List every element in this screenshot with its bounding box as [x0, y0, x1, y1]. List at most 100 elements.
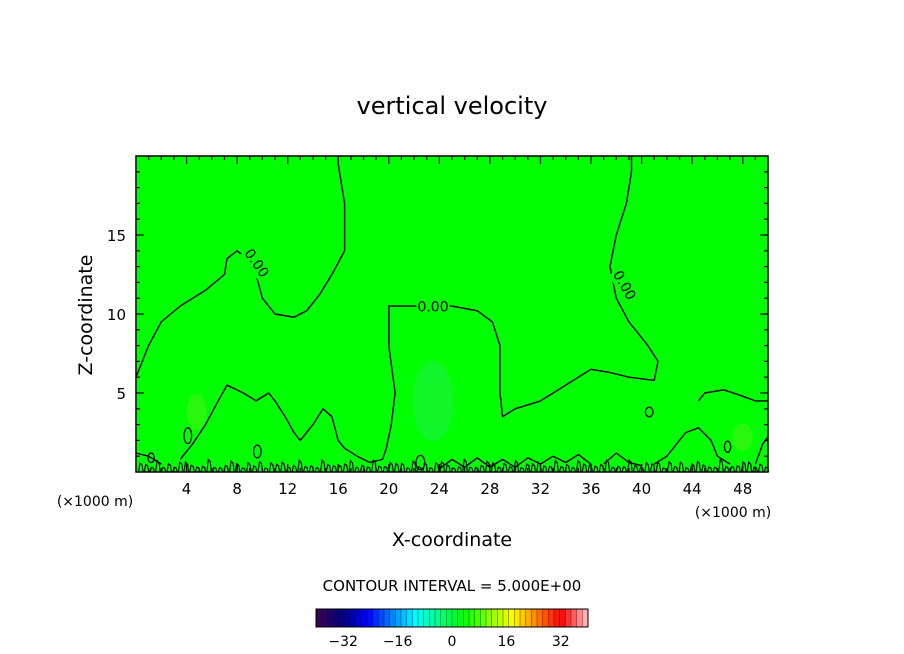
colorbar-cell: [531, 609, 538, 627]
colorbar-cell: [423, 609, 430, 627]
x-tick-label: 28: [480, 480, 499, 498]
x-axis-label: X-coordinate: [392, 529, 512, 551]
contour-line: [603, 452, 642, 467]
colorbar-cell: [429, 609, 436, 627]
colorbar-cell: [418, 609, 424, 627]
colorbar-cell: [559, 609, 566, 627]
colorbar-cell: [440, 609, 447, 627]
contour-label-bg: [240, 245, 273, 282]
colorbar-tick-label: −16: [383, 634, 413, 650]
colorbar-cell: [395, 609, 402, 627]
y-tick-label: 5: [116, 385, 126, 403]
contour-label-bg: [416, 299, 450, 316]
colorbar-cell: [520, 609, 526, 627]
colorbar-cell: [372, 609, 379, 627]
x-tick-label: 12: [278, 480, 297, 498]
colorbar-cell: [537, 609, 543, 627]
contour-line: [179, 384, 383, 464]
x-tick-label: 20: [379, 480, 398, 498]
x-tick-label: 40: [632, 480, 651, 498]
colorbar-cell: [463, 609, 470, 627]
x-unit-left: (×1000 m): [57, 494, 133, 510]
chart-title: vertical velocity: [357, 92, 548, 120]
colorbar-cell: [565, 609, 572, 627]
x-tick-label: 16: [329, 480, 348, 498]
surface-contours: [137, 458, 770, 473]
colorbar-cell: [582, 609, 589, 627]
contour-label-bg: [608, 267, 640, 304]
contour-line: [754, 436, 769, 465]
field-fill: [136, 156, 768, 472]
x-tick-label: 32: [531, 480, 550, 498]
y-axis-label: Z-coordinate: [75, 255, 97, 376]
colorbar-cell: [384, 609, 390, 627]
colorbar-cell: [446, 609, 453, 627]
colorbar-cell: [333, 609, 339, 627]
x-tick-label: 4: [182, 480, 192, 498]
colorbar-cell: [486, 609, 492, 627]
contour-closed: [723, 440, 732, 453]
field-shade: [186, 393, 207, 430]
colorbar-cell: [469, 609, 475, 627]
contour-line: [653, 427, 731, 465]
contour-line: [697, 389, 768, 402]
contour-interval-text: CONTOUR INTERVAL = 5.000E+00: [323, 577, 582, 595]
x-tick-label: 44: [683, 480, 702, 498]
colorbar-cell: [508, 609, 515, 627]
colorbar-cell: [542, 609, 549, 627]
x-unit-right: (×1000 m): [695, 505, 771, 521]
colorbar-cell: [571, 609, 577, 627]
colorbar-cell: [474, 609, 481, 627]
colorbar-cell: [503, 609, 509, 627]
field-shade: [732, 423, 753, 452]
colorbar-cell: [401, 609, 407, 627]
x-tick-label: 48: [733, 480, 752, 498]
field-shade: [413, 360, 454, 441]
colorbar-cell: [514, 609, 521, 627]
colorbar-cell: [355, 609, 362, 627]
colorbar-cell: [480, 609, 487, 627]
colorbar-cell: [554, 609, 560, 627]
colorbar-frame: [315, 608, 589, 628]
colorbar: −32 −16 0 16 32: [315, 608, 589, 650]
colorbar-cell: [452, 609, 458, 627]
colorbar-cell: [378, 609, 385, 627]
contour-label: 0.00: [417, 300, 448, 316]
colorbar-cell: [321, 609, 328, 627]
colorbar-cell: [576, 609, 583, 627]
colorbar-cell: [338, 609, 345, 627]
colorbar-cell: [344, 609, 351, 627]
colorbar-cell: [525, 609, 532, 627]
colorbar-cell: [497, 609, 504, 627]
colorbar-cell: [548, 609, 555, 627]
y-tick-label: 15: [107, 227, 126, 245]
colorbar-tick-label: 16: [497, 634, 515, 650]
contour-closed: [147, 452, 155, 464]
contour-closed: [415, 454, 426, 471]
contour-line: [381, 156, 659, 460]
colorbar-cell: [406, 609, 413, 627]
contour-line: [540, 453, 592, 465]
colorbar-cell: [389, 609, 396, 627]
colorbar-cell: [412, 609, 419, 627]
contour-closed: [183, 427, 193, 445]
colorbar-cell: [316, 609, 322, 627]
colorbar-tick-label: 0: [448, 634, 457, 650]
colorbar-cell: [435, 609, 441, 627]
contour-closed: [644, 406, 654, 418]
contour-line: [135, 156, 346, 378]
x-tick-label: 36: [581, 480, 600, 498]
x-tick-label: 24: [430, 480, 449, 498]
colorbar-cell: [327, 609, 334, 627]
plot-layer: 0.000.000.00: [135, 156, 770, 473]
x-tick-label: 8: [232, 480, 242, 498]
colorbar-cell: [457, 609, 464, 627]
colorbar-tick-label: −32: [328, 634, 358, 650]
colorbar-cell: [367, 609, 373, 627]
contour-closed: [252, 444, 262, 459]
colorbar-tick-label: 32: [552, 634, 570, 650]
colorbar-cell: [350, 609, 356, 627]
colorbar-cell: [361, 609, 368, 627]
